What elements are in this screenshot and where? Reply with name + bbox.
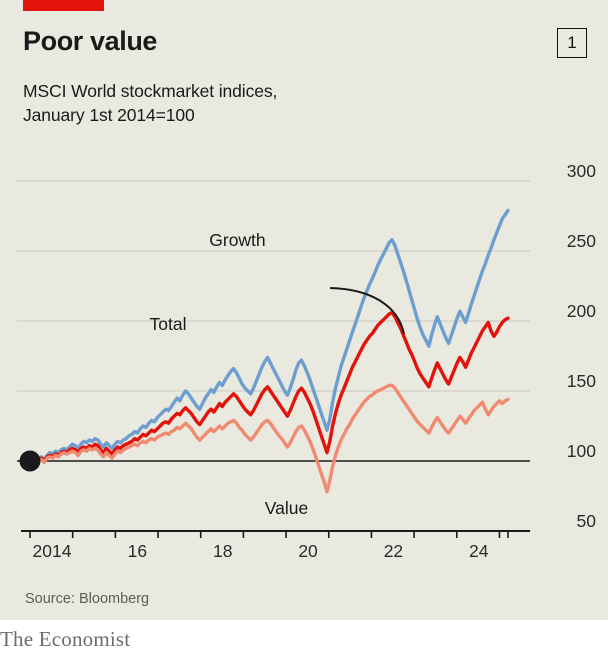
- chart-subtitle-line-2: January 1st 2014=100: [23, 104, 195, 125]
- series-line-growth: [28, 208, 510, 465]
- panel-number-badge: 1: [557, 28, 587, 58]
- page-title: Poor value: [23, 26, 158, 56]
- y-axis-label-200: 200: [566, 301, 596, 321]
- brand-wordmark: The Economist: [0, 627, 131, 651]
- x-axis-label-2022: 22: [383, 541, 404, 561]
- source-note: Source: Bloomberg: [25, 591, 150, 607]
- x-axis-label-2024: 24: [469, 541, 489, 561]
- economist-red-tab: [23, 0, 104, 11]
- y-axis-label-300: 300: [566, 161, 596, 181]
- origin-marker-dot: [19, 450, 41, 472]
- series-line-value: [28, 383, 510, 494]
- y-axis-label-150: 150: [566, 371, 596, 391]
- y-axis-label-100: 100: [566, 441, 596, 461]
- x-axis-label-2020: 20: [298, 541, 318, 561]
- series-line-total: [28, 310, 510, 465]
- series-label-total: Total: [149, 314, 187, 335]
- y-axis-label-50: 50: [576, 511, 596, 531]
- y-axis-label-250: 250: [566, 231, 596, 251]
- total-leader-line: [329, 287, 405, 335]
- chart-subtitle: MSCI World stockmarket indices, January …: [23, 80, 277, 127]
- series-label-value: Value: [264, 497, 309, 518]
- series-label-growth: Growth: [209, 230, 266, 251]
- x-axis-label-2018: 18: [212, 541, 233, 561]
- x-axis-label-2016: 16: [127, 541, 148, 561]
- chart-card: Poor value 1 MSCI World stockmarket indi…: [0, 0, 608, 620]
- x-axis-label-2014: 2014: [32, 541, 72, 561]
- chart-subtitle-line-1: MSCI World stockmarket indices,: [23, 81, 278, 101]
